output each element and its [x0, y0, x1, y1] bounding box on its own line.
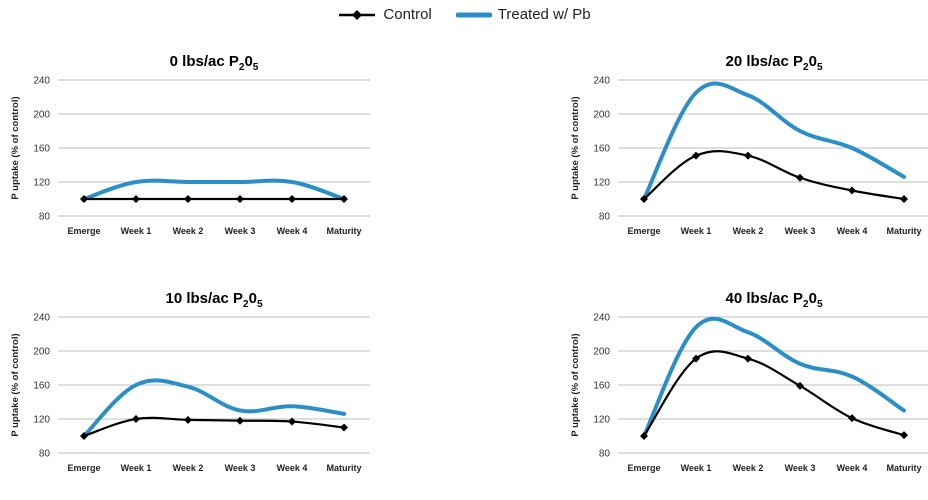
x-tick-label: Emerge — [627, 226, 660, 236]
x-tick-label: Maturity — [326, 226, 361, 236]
x-tick-label: Emerge — [627, 463, 660, 473]
x-tick-label: Week 1 — [121, 463, 152, 473]
control-point-marker — [692, 151, 700, 160]
x-tick-label: Week 4 — [277, 463, 308, 473]
x-tick-label: Emerge — [67, 226, 100, 236]
x-tick-label: Week 1 — [681, 226, 712, 236]
y-tick-label: 240 — [33, 76, 50, 87]
x-tick-label: Maturity — [886, 463, 921, 473]
control-point-marker — [640, 195, 648, 203]
control-point-marker — [692, 354, 700, 363]
y-tick-label: 80 — [39, 212, 51, 223]
series-line-treated — [82, 178, 346, 201]
y-tick-label: 160 — [593, 144, 610, 155]
control-point-marker — [288, 417, 296, 426]
x-tick-label: Week 3 — [785, 463, 816, 473]
y-tick-label: 240 — [593, 76, 610, 87]
control-point-marker — [744, 151, 752, 160]
legend-item-treated: Treated w/ Pb — [455, 6, 591, 23]
chart-panel-0-lbs: 0 lbs/ac P205 80 120 160 200 240 Emerge Week 1 W… — [0, 46, 380, 256]
x-tick-label: Week 1 — [121, 226, 152, 236]
chart-title: 0 lbs/ac P205 — [170, 53, 259, 73]
y-tick-label: 160 — [33, 381, 50, 392]
series-line-treated — [642, 81, 906, 201]
series-line-treated — [642, 316, 906, 438]
control-point-marker — [80, 195, 88, 203]
y-axis-label: P uptake (% of control) — [10, 333, 21, 436]
control-point-marker — [796, 381, 804, 390]
x-tick-label: Week 2 — [733, 463, 764, 473]
chart-title: 40 lbs/ac P205 — [725, 290, 822, 310]
y-tick-label: 120 — [593, 178, 610, 189]
x-tick-label: Emerge — [67, 463, 100, 473]
control-point-marker — [340, 423, 348, 432]
control-point-marker — [132, 195, 140, 203]
control-point-marker — [744, 354, 752, 363]
x-tick-label: Week 3 — [225, 463, 256, 473]
x-tick-label: Maturity — [886, 226, 921, 236]
y-tick-label: 80 — [39, 449, 51, 460]
chart-svg: 10 lbs/ac P205 80 120 160 200 240 Emerge Week 1… — [10, 290, 370, 473]
chart-panel-10-lbs: 10 lbs/ac P205 80 120 160 200 240 Emerge Week 1… — [0, 283, 380, 493]
control-point-marker — [340, 195, 348, 203]
control-point-marker — [236, 416, 244, 425]
y-tick-label: 200 — [593, 110, 610, 121]
x-tick-label: Week 2 — [733, 226, 764, 236]
x-tick-label: Week 3 — [785, 226, 816, 236]
legend-label-treated: Treated w/ Pb — [497, 6, 591, 23]
y-tick-label: 240 — [593, 313, 610, 324]
chart-title: 10 lbs/ac P205 — [165, 290, 262, 310]
chart-legend: Control Treated w/ Pb — [0, 6, 928, 23]
y-tick-label: 200 — [593, 347, 610, 358]
series-line-treated — [82, 378, 346, 438]
x-tick-label: Week 4 — [837, 226, 868, 236]
control-point-marker — [184, 195, 192, 203]
y-tick-label: 120 — [593, 415, 610, 426]
legend-swatch-treated — [455, 12, 492, 17]
legend-label-control: Control — [383, 6, 432, 23]
x-tick-label: Maturity — [326, 463, 361, 473]
y-tick-label: 200 — [33, 347, 50, 358]
control-point-marker — [132, 415, 140, 423]
x-tick-label: Week 3 — [225, 226, 256, 236]
y-tick-label: 160 — [33, 144, 50, 155]
legend-swatch-control — [339, 9, 376, 20]
control-point-marker — [796, 173, 804, 182]
y-axis-label: P uptake (% of control) — [570, 333, 581, 436]
control-point-marker — [640, 432, 648, 440]
series-line-control — [643, 150, 905, 201]
control-point-marker — [900, 195, 908, 203]
chart-panel-20-lbs: 20 lbs/ac P205 80 120 160 200 240 Emerge Week 1… — [560, 46, 928, 256]
x-tick-label: Week 2 — [173, 463, 204, 473]
y-tick-label: 80 — [599, 212, 611, 223]
y-axis-label: P uptake (% of control) — [570, 96, 581, 199]
y-tick-label: 80 — [599, 449, 611, 460]
y-tick-label: 120 — [33, 178, 50, 189]
control-point-marker — [184, 415, 192, 424]
chart-svg: 0 lbs/ac P205 80 120 160 200 240 Emerge Week 1 W… — [10, 53, 370, 236]
y-tick-label: 200 — [33, 110, 50, 121]
control-point-marker — [900, 431, 908, 440]
x-tick-label: Week 1 — [681, 463, 712, 473]
chart-svg: 20 lbs/ac P205 80 120 160 200 240 Emerge Week 1… — [570, 53, 928, 236]
control-point-marker — [848, 414, 856, 423]
series-line-control — [643, 350, 905, 437]
y-axis-label: P uptake (% of control) — [10, 96, 21, 199]
x-tick-label: Week 4 — [837, 463, 868, 473]
x-tick-label: Week 4 — [277, 226, 308, 236]
chart-svg: 40 lbs/ac P205 80 120 160 200 240 Emerge Week 1… — [570, 290, 928, 473]
y-tick-label: 120 — [33, 415, 50, 426]
control-point-marker — [80, 432, 88, 440]
control-point-marker — [288, 195, 296, 203]
chart-panel-40-lbs: 40 lbs/ac P205 80 120 160 200 240 Emerge Week 1… — [560, 283, 928, 493]
control-point-marker — [848, 186, 856, 195]
x-tick-label: Week 2 — [173, 226, 204, 236]
y-tick-label: 240 — [33, 313, 50, 324]
y-tick-label: 160 — [593, 381, 610, 392]
chart-title: 20 lbs/ac P205 — [725, 53, 822, 73]
series-line-control — [83, 416, 345, 438]
legend-item-control: Control — [337, 6, 432, 23]
control-point-marker — [236, 195, 244, 203]
